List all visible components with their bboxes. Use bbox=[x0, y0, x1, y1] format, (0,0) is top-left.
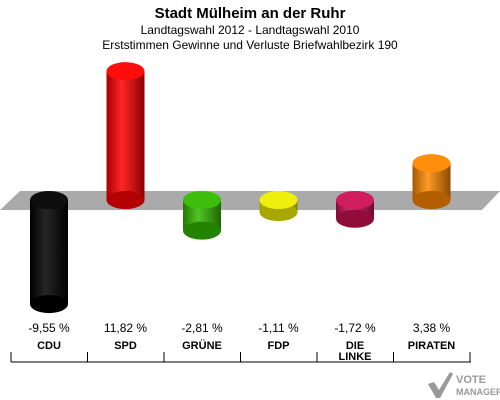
chart-title: Stadt Mülheim an der Ruhr bbox=[154, 5, 346, 22]
value-label-die-linke: -1,72 % bbox=[334, 321, 376, 335]
category-label-spd: SPD bbox=[114, 340, 137, 352]
logo-line-2: MANAGER bbox=[456, 387, 500, 397]
bar-spd bbox=[106, 62, 145, 209]
chart-subtitle-1: Landtagswahl 2012 - Landtagswahl 2010 bbox=[140, 23, 360, 37]
bar-bottom-cap-cdu bbox=[30, 295, 68, 314]
category-label-fdp: FDP bbox=[268, 340, 290, 352]
bar-top-cap-fdp bbox=[259, 191, 298, 209]
bar-bottom-cap-spd bbox=[106, 191, 145, 209]
bar-bottom-cap-gruene bbox=[183, 221, 221, 240]
category-label-piraten: PIRATEN bbox=[408, 340, 456, 352]
bar-piraten bbox=[412, 154, 451, 209]
bar-bottom-cap-piraten bbox=[412, 191, 451, 209]
logo-line-1: VOTE bbox=[456, 374, 486, 386]
bar-gruene bbox=[183, 191, 221, 240]
logo-check-icon bbox=[428, 372, 453, 398]
bar-body-cdu bbox=[30, 200, 68, 305]
value-label-gruene: -2,81 % bbox=[181, 321, 223, 335]
votemanager-logo: VOTE MANAGER bbox=[426, 370, 500, 400]
bars-layer bbox=[30, 62, 451, 314]
category-axis bbox=[10, 352, 471, 363]
bar-top-cap-spd bbox=[106, 62, 145, 81]
category-label-cdu: CDU bbox=[37, 340, 61, 352]
labels-layer: -9,55 % CDU 11,82 % SPD -2,81 % GRÜNE -1,11 % F… bbox=[10, 321, 471, 363]
bar-top-cap-piraten bbox=[412, 154, 451, 173]
value-label-cdu: -9,55 % bbox=[28, 321, 70, 335]
bar-body-spd bbox=[106, 71, 145, 200]
category-label-gruene: GRÜNE bbox=[182, 339, 222, 352]
value-label-fdp: -1,11 % bbox=[258, 321, 299, 335]
bar-bottom-cap-die-linke bbox=[336, 209, 374, 228]
value-label-piraten: 3,38 % bbox=[413, 321, 451, 335]
bar-cdu bbox=[30, 191, 68, 314]
bar-top-cap-cdu bbox=[30, 191, 68, 209]
bar-fdp bbox=[259, 191, 298, 222]
bar-die-linke bbox=[336, 191, 374, 228]
chart-subtitle-2: Erststimmen Gewinne und Verluste Briefwa… bbox=[102, 38, 398, 52]
category-label-die-linke-line-2: LINKE bbox=[339, 351, 372, 363]
bar-top-cap-die-linke bbox=[336, 191, 374, 209]
value-label-spd: 11,82 % bbox=[104, 321, 147, 335]
bar-top-cap-gruene bbox=[183, 191, 221, 209]
category-label-die-linke-line-1: DIE bbox=[346, 340, 364, 352]
